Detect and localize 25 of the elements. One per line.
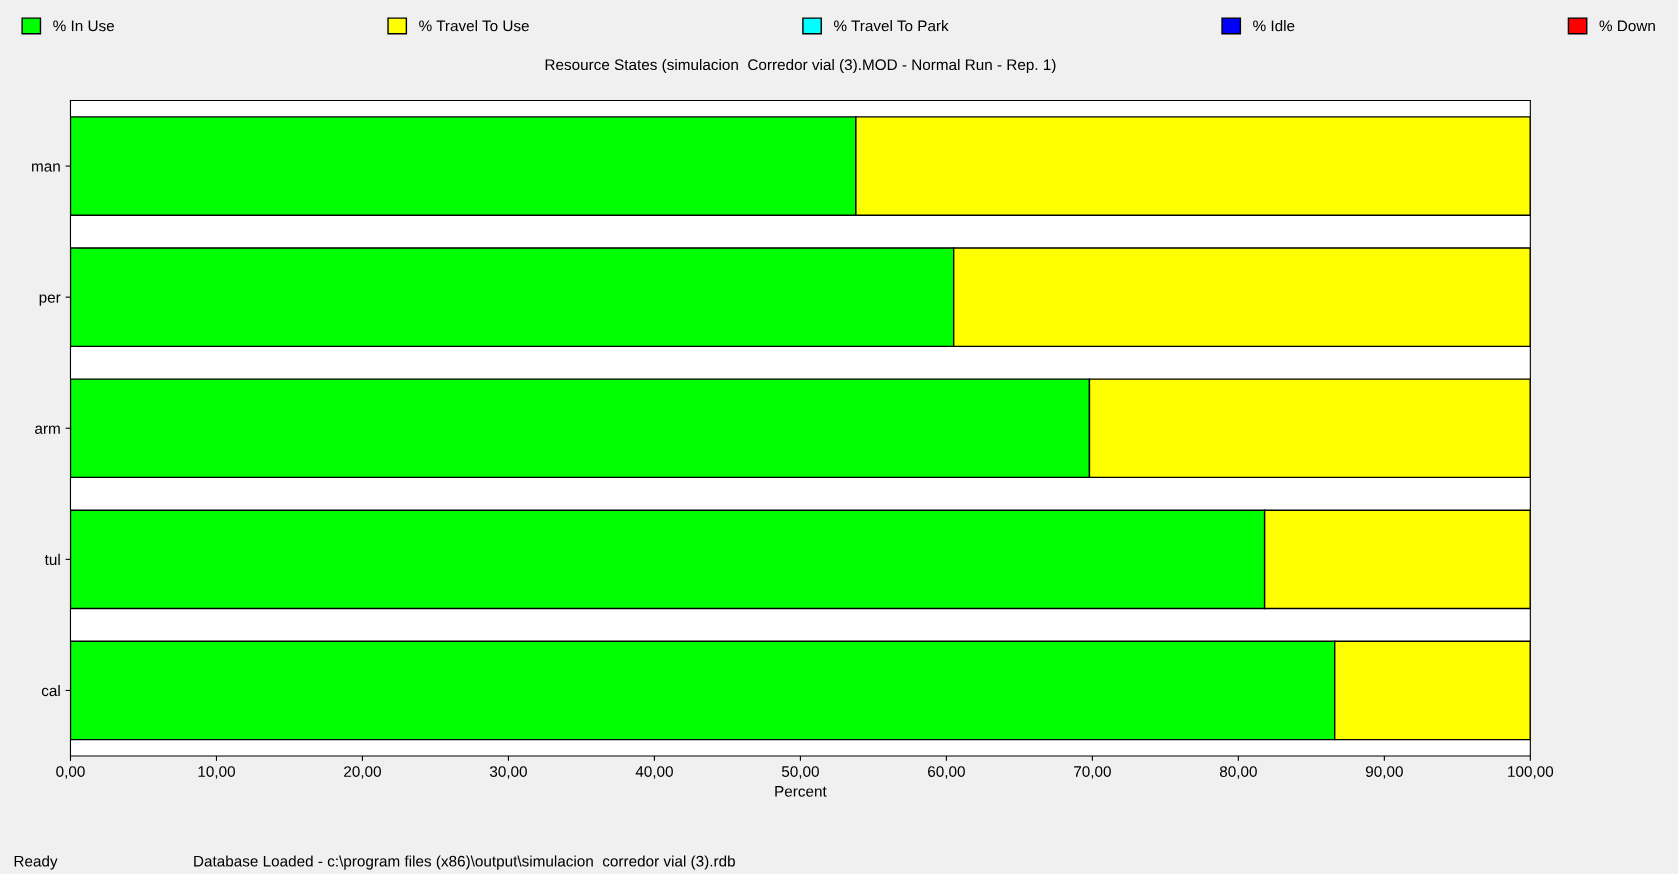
text: Ready <box>14 855 58 870</box>
x-tick-label: 100,00 <box>1508 766 1554 779</box>
x-tick-label: 80,00 <box>1219 766 1257 779</box>
legend-label: % Down <box>1599 20 1655 32</box>
x-tick-label: 30,00 <box>489 766 527 779</box>
legend-label: % Travel To Park <box>834 20 949 32</box>
x-tick-label: 20,00 <box>344 766 381 779</box>
x-tick-label: 10,00 <box>198 766 235 779</box>
legend-label: % Travel To Use <box>419 20 529 32</box>
y-tick-label: arm <box>35 425 60 434</box>
legend-label: % Idle <box>1253 20 1295 32</box>
chart-title: Resource States (simulacion Corredor vial (3).MOD - Normal Run - Rep. 1) <box>545 58 1056 74</box>
y-tick-label: man <box>32 163 60 172</box>
x-tick-label: 70,00 <box>1074 766 1111 779</box>
x-tick-label: 90,00 <box>1365 766 1403 779</box>
legend-label: % In Use <box>53 20 114 32</box>
text: Database Loaded - c:\program files (x86)\output\simulacion corredor vial (3).rdb <box>194 855 735 870</box>
x-tick-label: 0,00 <box>56 766 85 779</box>
x-axis-title: Percent <box>775 786 827 797</box>
x-tick-label: 50,00 <box>781 766 819 779</box>
y-tick-label: per <box>39 294 61 306</box>
x-tick-label: 40,00 <box>635 766 673 779</box>
y-tick-label: tul <box>44 553 60 566</box>
y-tick-label: cal <box>41 684 60 697</box>
x-tick-label: 60,00 <box>928 766 965 779</box>
